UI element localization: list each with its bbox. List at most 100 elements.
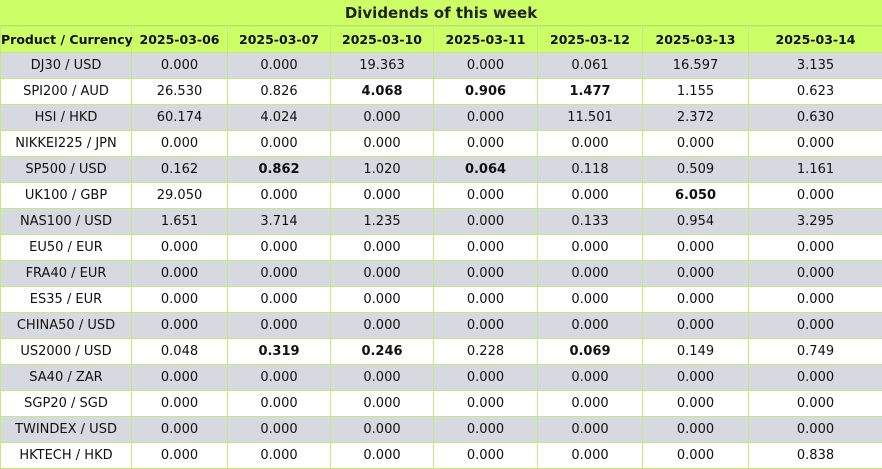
dividend-cell: 0.000 bbox=[537, 442, 643, 469]
dividend-cell: 0.000 bbox=[227, 364, 331, 391]
dividend-cell: 0.000 bbox=[330, 416, 434, 443]
dividend-cell: 0.000 bbox=[748, 416, 882, 443]
dividend-cell: 3.714 bbox=[227, 208, 331, 235]
dividend-cell: 0.000 bbox=[433, 286, 538, 313]
header-cell: 2025-03-13 bbox=[642, 26, 749, 53]
product-cell: FRA40 / EUR bbox=[0, 260, 132, 287]
dividend-cell: 0.838 bbox=[748, 442, 882, 469]
dividend-cell: 3.295 bbox=[748, 208, 882, 235]
table-row: SA40 / ZAR 0.000 0.000 0.000 0.000 0.000 0.000… bbox=[0, 364, 882, 391]
dividend-cell: 0.000 bbox=[131, 52, 228, 79]
dividend-cell: 0.246 bbox=[330, 338, 434, 365]
header-cell: 2025-03-06 bbox=[131, 26, 228, 53]
header-cell: 2025-03-11 bbox=[433, 26, 538, 53]
product-cell: DJ30 / USD bbox=[0, 52, 132, 79]
dividend-cell: 0.000 bbox=[537, 182, 643, 209]
dividend-cell: 0.623 bbox=[748, 78, 882, 105]
dividend-cell: 0.000 bbox=[642, 260, 749, 287]
dividend-cell: 0.000 bbox=[330, 390, 434, 417]
dividend-cell: 0.319 bbox=[227, 338, 331, 365]
dividend-cell: 0.000 bbox=[537, 286, 643, 313]
dividend-cell: 29.050 bbox=[131, 182, 228, 209]
dividend-cell: 0.000 bbox=[131, 442, 228, 469]
dividend-cell: 11.501 bbox=[537, 104, 643, 131]
dividend-cell: 0.228 bbox=[433, 338, 538, 365]
product-cell: CHINA50 / USD bbox=[0, 312, 132, 339]
dividend-cell: 0.000 bbox=[227, 52, 331, 79]
table-row: TWINDEX / USD 0.000 0.000 0.000 0.000 0.000 0.… bbox=[0, 416, 882, 443]
dividend-cell: 0.000 bbox=[748, 260, 882, 287]
header-cell: Product / Currency bbox=[0, 26, 133, 53]
table-row: ES35 / EUR 0.000 0.000 0.000 0.000 0.000 0.000… bbox=[0, 286, 882, 313]
dividend-cell: 1.235 bbox=[330, 208, 434, 235]
product-cell: ES35 / EUR bbox=[0, 286, 132, 313]
table-row: CHINA50 / USD 0.000 0.000 0.000 0.000 0.000 0.… bbox=[0, 312, 882, 339]
dividend-cell: 0.630 bbox=[748, 104, 882, 131]
dividend-cell: 1.161 bbox=[748, 156, 882, 183]
dividend-cell: 0.000 bbox=[748, 286, 882, 313]
table-row: EU50 / EUR 0.000 0.000 0.000 0.000 0.000 0.000… bbox=[0, 234, 882, 261]
dividend-cell: 0.000 bbox=[642, 286, 749, 313]
dividend-cell: 0.000 bbox=[748, 312, 882, 339]
dividend-cell: 6.050 bbox=[642, 182, 749, 209]
dividend-cell: 0.000 bbox=[433, 104, 538, 131]
header-cell: 2025-03-07 bbox=[227, 26, 331, 53]
dividend-cell: 0.000 bbox=[227, 234, 331, 261]
dividend-cell: 0.000 bbox=[748, 364, 882, 391]
table-row: UK100 / GBP 29.050 0.000 0.000 0.000 0.000 6.0… bbox=[0, 182, 882, 209]
dividend-cell: 0.000 bbox=[330, 442, 434, 469]
product-cell: UK100 / GBP bbox=[0, 182, 132, 209]
dividend-cell: 4.024 bbox=[227, 104, 331, 131]
dividend-cell: 0.749 bbox=[748, 338, 882, 365]
dividend-cell: 0.000 bbox=[227, 390, 331, 417]
table-row: SP500 / USD 0.162 0.862 1.020 0.064 0.118 0.50… bbox=[0, 156, 882, 183]
dividend-cell: 0.061 bbox=[537, 52, 643, 79]
dividend-table: Product / Currency 2025-03-06 2025-03-07 20… bbox=[0, 26, 882, 469]
dividend-cell: 0.000 bbox=[330, 364, 434, 391]
header-row: Product / Currency 2025-03-06 2025-03-07 20… bbox=[0, 26, 882, 53]
table-row: HSI / HKD 60.174 4.024 0.000 0.000 11.501 2.37… bbox=[0, 104, 882, 131]
dividend-cell: 0.954 bbox=[642, 208, 749, 235]
dividend-cell: 0.000 bbox=[748, 182, 882, 209]
product-cell: TWINDEX / USD bbox=[0, 416, 132, 443]
dividend-cell: 2.372 bbox=[642, 104, 749, 131]
dividend-cell: 0.000 bbox=[537, 234, 643, 261]
table-title: Dividends of this week bbox=[0, 0, 882, 26]
dividend-cell: 0.000 bbox=[642, 442, 749, 469]
dividend-cell: 0.000 bbox=[433, 260, 538, 287]
product-cell: SA40 / ZAR bbox=[0, 364, 132, 391]
dividend-cell: 0.000 bbox=[537, 130, 643, 157]
header-cell: 2025-03-14 bbox=[748, 26, 882, 53]
product-cell: NIKKEI225 / JPN bbox=[0, 130, 132, 157]
dividend-cell: 0.000 bbox=[330, 104, 434, 131]
dividend-cell: 0.000 bbox=[227, 260, 331, 287]
table-row: NIKKEI225 / JPN 0.000 0.000 0.000 0.000 0.000… bbox=[0, 130, 882, 157]
dividend-cell: 0.509 bbox=[642, 156, 749, 183]
dividend-cell: 26.530 bbox=[131, 78, 228, 105]
dividend-cell: 0.000 bbox=[330, 182, 434, 209]
dividend-cell: 0.000 bbox=[131, 130, 228, 157]
dividend-cell: 0.133 bbox=[537, 208, 643, 235]
dividend-cell: 0.000 bbox=[227, 312, 331, 339]
dividend-cell: 0.000 bbox=[433, 52, 538, 79]
dividend-cell: 0.000 bbox=[537, 364, 643, 391]
dividend-cell: 0.000 bbox=[131, 364, 228, 391]
dividend-cell: 0.000 bbox=[433, 234, 538, 261]
product-cell: SPI200 / AUD bbox=[0, 78, 132, 105]
dividend-cell: 0.000 bbox=[642, 312, 749, 339]
dividend-cell: 0.069 bbox=[537, 338, 643, 365]
dividend-cell: 0.000 bbox=[748, 234, 882, 261]
dividend-cell: 0.906 bbox=[433, 78, 538, 105]
table-row: FRA40 / EUR 0.000 0.000 0.000 0.000 0.000 0.00… bbox=[0, 260, 882, 287]
dividend-cell: 0.000 bbox=[131, 390, 228, 417]
product-cell: SGP20 / SGD bbox=[0, 390, 132, 417]
dividend-cell: 0.000 bbox=[537, 390, 643, 417]
product-cell: US2000 / USD bbox=[0, 338, 132, 365]
dividend-cell: 0.000 bbox=[642, 234, 749, 261]
dividend-cell: 0.000 bbox=[131, 312, 228, 339]
dividend-cell: 4.068 bbox=[330, 78, 434, 105]
table-row: DJ30 / USD 0.000 0.000 19.363 0.000 0.061 16.5… bbox=[0, 52, 882, 79]
table-row: NAS100 / USD 1.651 3.714 1.235 0.000 0.133 0.9… bbox=[0, 208, 882, 235]
table-row: HKTECH / HKD 0.000 0.000 0.000 0.000 0.000 0.0… bbox=[0, 442, 882, 469]
